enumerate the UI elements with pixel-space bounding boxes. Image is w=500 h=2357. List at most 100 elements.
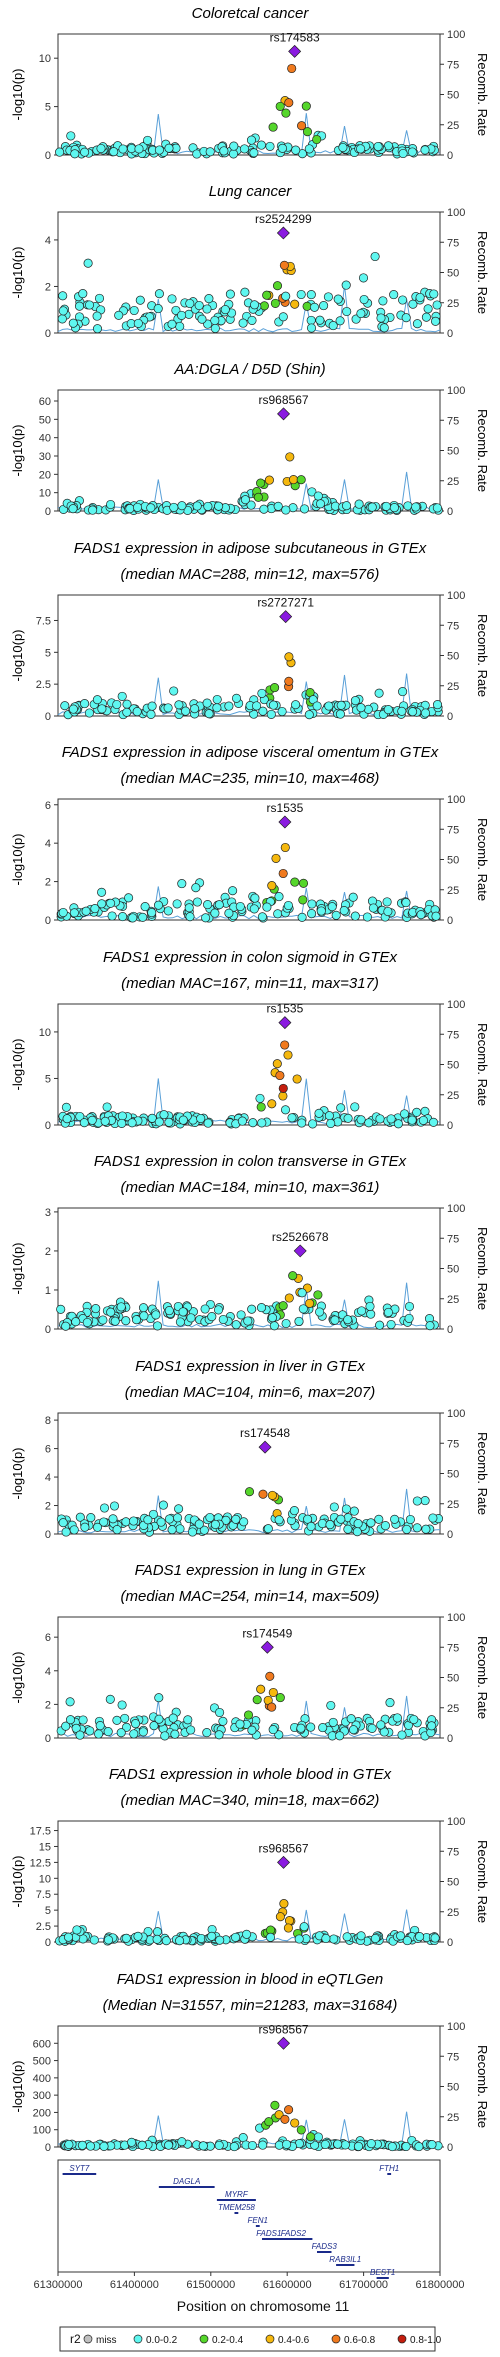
snp-point <box>326 1700 336 1711</box>
lead-snp-marker <box>288 44 302 58</box>
y-tick-label: 8 <box>45 1415 51 1427</box>
y-tick-label: 6 <box>45 800 51 812</box>
snp-point <box>116 1302 126 1312</box>
snp-point <box>163 703 173 713</box>
snp-point <box>353 2141 364 2151</box>
y2-tick-label: 0 <box>447 1324 453 1336</box>
snp-point <box>231 1514 241 1524</box>
y2-tick-label: 100 <box>447 1612 465 1624</box>
snp-point <box>256 1684 266 1694</box>
y2-tick-label: 50 <box>447 1469 459 1481</box>
snp-point <box>335 316 345 326</box>
lead-snp-marker <box>260 1640 274 1654</box>
lead-snp-marker <box>278 1016 292 1030</box>
legend-label: 0.0-0.2 <box>146 2335 178 2346</box>
snp-point <box>159 1110 169 1120</box>
snp-point <box>56 1304 66 1314</box>
legend-title: r2 <box>70 2332 81 2346</box>
snp-point <box>404 1301 415 1312</box>
snp-point <box>125 504 135 514</box>
x-tick-label: 61300000 <box>34 2279 83 2291</box>
snp-point <box>386 1319 396 1330</box>
snp-point <box>267 1702 277 1712</box>
snp-point <box>237 1116 247 1126</box>
panel-3: AA:DGLA / D5D (Shin) 0 10 20 30 40 50 60 -log10(… <box>10 361 490 518</box>
y-axis-label: -log10(p) <box>10 246 25 298</box>
snp-point <box>197 314 207 324</box>
snp-point <box>315 499 326 509</box>
y2-axis-label: Recomb. Rate <box>475 614 490 697</box>
snp-point <box>164 2140 174 2150</box>
snp-point <box>61 1527 71 1537</box>
snp-point <box>430 316 441 326</box>
snp-point <box>178 1307 188 1317</box>
snp-point <box>376 1720 386 1730</box>
snp-point <box>235 1719 245 1729</box>
panel-frame <box>57 2025 441 2148</box>
snp-point <box>109 147 119 157</box>
snp-point <box>242 1929 252 1939</box>
snp-point <box>421 312 431 322</box>
snp-point <box>296 289 306 300</box>
snp-point <box>203 1118 213 1128</box>
snp-point <box>358 273 369 283</box>
snp-point <box>398 295 408 305</box>
snp-point <box>324 701 334 711</box>
snp-point <box>108 1514 118 1524</box>
snp-point <box>306 1722 316 1732</box>
snp-point <box>61 1321 71 1331</box>
snp-point <box>326 1118 336 1129</box>
snp-point <box>202 698 212 708</box>
panel-subtitle: (median MAC=288, min=12, max=576) <box>121 566 380 583</box>
y-tick-label: 10 <box>39 488 51 500</box>
y2-tick-label: 100 <box>447 207 465 219</box>
snp-point <box>129 1516 139 1526</box>
snp-point <box>275 1693 285 1703</box>
y-axis-label: -log10(p) <box>10 629 25 681</box>
y2-tick-label: 50 <box>447 855 459 867</box>
snp-point <box>324 1111 334 1121</box>
y2-tick-label: 25 <box>447 885 459 897</box>
snp-point <box>264 2117 274 2127</box>
panel-10: FADS1 expression in whole blood in GTEx (… <box>10 1766 490 1949</box>
snp-point <box>283 1050 293 1060</box>
snp-point <box>164 1514 175 1524</box>
legend-swatch <box>133 2334 143 2344</box>
snp-point <box>342 306 352 317</box>
panel-subtitle: (median MAC=184, min=10, max=361) <box>121 1179 380 1196</box>
snp-point <box>138 1727 148 1737</box>
snp-point <box>390 1514 400 1524</box>
snp-point <box>348 892 358 902</box>
legend-swatch <box>331 2334 341 2344</box>
snp-point <box>61 1721 71 1731</box>
snp-point <box>284 652 294 662</box>
snp-point <box>256 140 266 150</box>
panel-subtitle: (Median N=31557, min=21283, max=31684) <box>103 1997 398 2014</box>
snp-point <box>235 901 245 912</box>
snp-point <box>313 2132 323 2142</box>
snp-point <box>385 1698 395 1708</box>
snp-point <box>252 1695 262 1705</box>
snp-point <box>185 298 195 309</box>
y-axis-label: -log10(p) <box>10 833 25 885</box>
snp-point <box>118 144 128 154</box>
snp-point <box>354 499 364 509</box>
snp-point <box>312 701 322 711</box>
y-tick-label: 0 <box>45 1733 51 1745</box>
snp-point <box>306 323 317 333</box>
snp-point <box>228 149 239 159</box>
y-tick-label: 2 <box>45 1501 51 1513</box>
panel-6: FADS1 expression in colon sigmoid in GTE… <box>10 949 490 1132</box>
snp-point <box>270 2100 280 2110</box>
gene-label: FTH1 <box>379 2164 399 2173</box>
snp-point <box>375 1114 385 1124</box>
snp-point <box>90 904 100 914</box>
snp-point <box>152 1934 162 1944</box>
y-tick-label: 0 <box>45 328 51 340</box>
y-tick-label: 0 <box>45 1529 51 1541</box>
snp-point <box>383 1307 393 1317</box>
snp-point <box>307 487 317 497</box>
y2-tick-label: 50 <box>447 651 459 663</box>
legend-swatch <box>265 2334 275 2344</box>
